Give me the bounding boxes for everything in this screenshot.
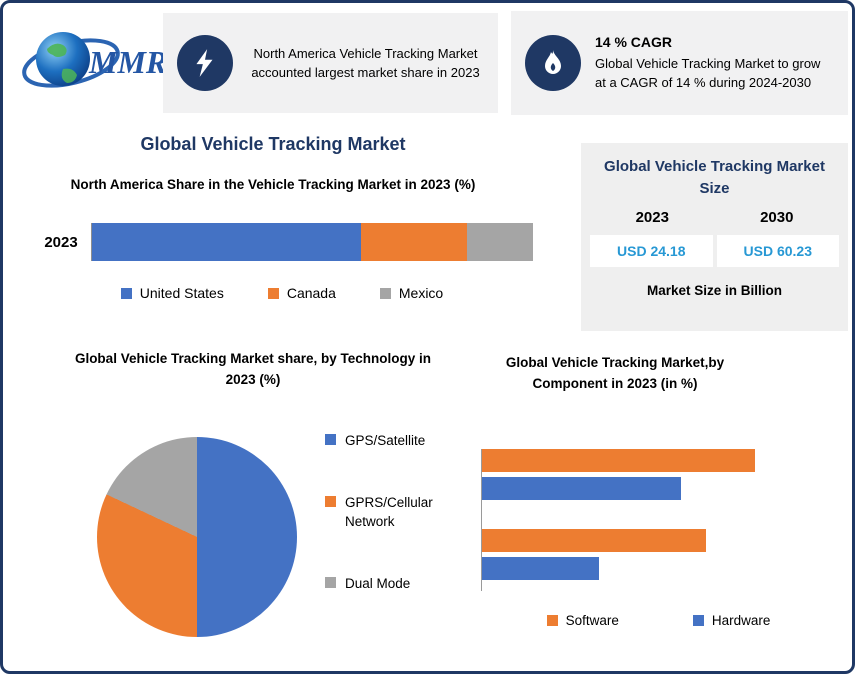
- market-size-2023: USD 24.18: [590, 234, 713, 267]
- legend-swatch-gprs-cellular: [325, 495, 336, 507]
- callout-cagr: 14 % CAGR Global Vehicle Tracking Market…: [511, 11, 848, 115]
- component-bar-chart: [481, 449, 837, 591]
- legend-label: GPRS/Cellular Network: [345, 494, 433, 530]
- market-size-2030: USD 60.23: [716, 234, 839, 267]
- panel-values-row: USD 24.18 USD 60.23: [590, 234, 839, 267]
- legend-item: Hardware: [692, 613, 771, 628]
- legend-item: United States: [120, 285, 224, 301]
- year-2023: 2023: [635, 208, 669, 226]
- legend-label: Hardware: [711, 613, 771, 628]
- globe-icon: MMR: [22, 32, 167, 88]
- bar-segment-canada: [361, 223, 467, 261]
- flame-icon: [525, 35, 581, 91]
- stacked-bar-legend: United States Canada Mexico: [31, 285, 533, 301]
- legend-label: Canada: [286, 285, 336, 301]
- bar-hardware-group1: [482, 477, 681, 500]
- component-legend: Software Hardware: [481, 613, 836, 628]
- market-size-panel: Global Vehicle Tracking Market Size 2023…: [581, 143, 848, 331]
- legend-swatch-united-states: [120, 287, 132, 299]
- callout-north-america: North America Vehicle Tracking Market ac…: [163, 13, 498, 113]
- stacked-bar-chart: 2023 United States Canada Mexico: [31, 223, 533, 301]
- bar-segment-mexico: [466, 223, 533, 261]
- pie-legend: GPS/Satellite GPRS/Cellular Network Dual…: [325, 431, 465, 593]
- year-2030: 2030: [760, 208, 794, 226]
- logo-text: MMR: [88, 44, 167, 80]
- legend-swatch-software: [546, 615, 558, 626]
- callout-text: Global Vehicle Tracking Market to grow a…: [595, 55, 821, 91]
- legend-item: Dual Mode: [325, 574, 465, 594]
- callout-text: North America Vehicle Tracking Market ac…: [251, 45, 480, 81]
- callout-body: 14 % CAGR Global Vehicle Tracking Market…: [595, 34, 834, 93]
- bar-software-group2: [482, 529, 706, 552]
- legend-item: Mexico: [379, 285, 444, 301]
- legend-label: United States: [139, 285, 224, 301]
- stacked-bar-chart-title: North America Share in the Vehicle Track…: [70, 177, 476, 192]
- legend-swatch-dual-mode: [325, 576, 336, 588]
- legend-item: GPS/Satellite: [325, 431, 465, 451]
- component-chart-title: Global Vehicle Tracking Market,by Compon…: [505, 355, 725, 391]
- panel-title: Global Vehicle Tracking Market Size: [604, 158, 825, 197]
- mmr-logo: MMR: [19, 17, 167, 109]
- cagr-title: 14 % CAGR: [595, 33, 673, 50]
- legend-label: Mexico: [398, 285, 444, 301]
- stacked-bar-track: [91, 223, 533, 261]
- page-title: Global Vehicle Tracking Market: [140, 134, 406, 154]
- legend-swatch-gps-satellite: [325, 434, 336, 445]
- bar-segment-united-states: [92, 223, 361, 261]
- y-axis-label: 2023: [44, 233, 78, 251]
- legend-item: Canada: [267, 285, 336, 301]
- bar-software-group1: [482, 449, 756, 472]
- legend-swatch-mexico: [379, 287, 391, 299]
- pie-chart: [97, 437, 297, 637]
- callout-body: North America Vehicle Tracking Market ac…: [247, 44, 484, 83]
- legend-swatch-hardware: [692, 615, 704, 626]
- legend-swatch-canada: [267, 287, 279, 299]
- legend-item: GPRS/Cellular Network: [325, 493, 465, 532]
- legend-item: Software: [546, 613, 619, 628]
- bar-hardware-group2: [482, 557, 600, 580]
- stacked-bar-row: 2023: [31, 223, 533, 261]
- group-gap: [482, 500, 837, 529]
- panel-footnote: Market Size in Billion: [646, 282, 783, 298]
- pie-chart-title: Global Vehicle Tracking Market share, by…: [74, 351, 432, 387]
- legend-label: GPS/Satellite: [345, 433, 426, 448]
- panel-years-row: 2023 2030: [590, 209, 839, 226]
- legend-label: Dual Mode: [345, 575, 411, 591]
- legend-label: Software: [565, 613, 619, 628]
- lightning-icon: [177, 35, 233, 91]
